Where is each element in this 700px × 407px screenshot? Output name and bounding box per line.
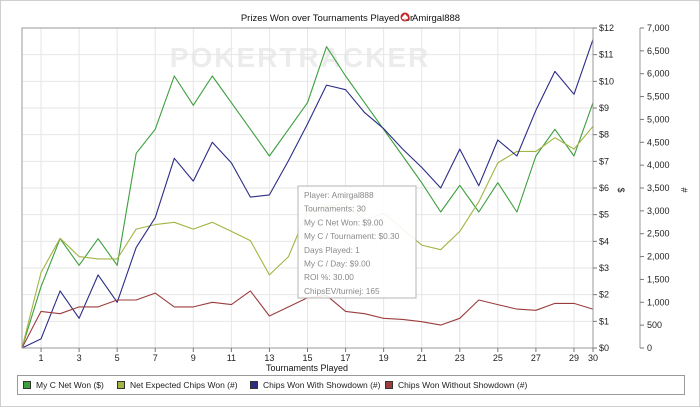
- x-tick-label: 19: [379, 353, 389, 363]
- y-right-tick-label: 2,500: [647, 229, 670, 239]
- y-right-tick-label: 3,000: [647, 206, 670, 216]
- x-tick-label: 1: [39, 353, 44, 363]
- y-left-tick-label: $4: [599, 236, 609, 246]
- y-left-tick-label: $8: [599, 130, 609, 140]
- y-right-tick-label: 3,500: [647, 183, 670, 193]
- chart-svg: Prizes Won over Tournaments Played for A…: [21, 12, 689, 373]
- y-axis-right-label: #: [679, 187, 689, 192]
- y-right-tick-label: 500: [647, 320, 662, 330]
- legend-item-expected-chips[interactable]: Net Expected Chips Won (#): [117, 379, 238, 391]
- legend: My C Net Won ($) Net Expected Chips Won …: [17, 375, 685, 395]
- x-tick-label: 5: [115, 353, 120, 363]
- legend-label: Chips Won With Showdown (#): [263, 380, 381, 390]
- x-tick-label: 17: [341, 353, 351, 363]
- y-right-tick-label: 1,500: [647, 274, 670, 284]
- legend-swatch: [250, 381, 258, 389]
- x-tick-label: 25: [493, 353, 503, 363]
- y-right-tick-label: 4,000: [647, 160, 670, 170]
- tooltip-line: My C Net Won: $9.00: [304, 217, 384, 227]
- legend-item-net-won[interactable]: My C Net Won ($): [23, 379, 104, 391]
- legend-label: Chips Won Without Showdown (#): [398, 380, 528, 390]
- player-name: Amirgal888: [412, 13, 460, 24]
- y-left-tick-label: $5: [599, 210, 609, 220]
- series-line-0: [21, 46, 594, 349]
- x-axis-label: Tournaments Played: [266, 363, 348, 373]
- y-right-tick-label: 4,500: [647, 137, 670, 147]
- x-tick-label: 27: [531, 353, 541, 363]
- y-right-tick-label: 5,000: [647, 114, 670, 124]
- x-tick-label: 7: [153, 353, 158, 363]
- legend-item-chips-showdown[interactable]: Chips Won With Showdown (#): [250, 379, 380, 391]
- y-left-tick-label: $10: [599, 76, 614, 86]
- y-right-tick-label: 7,000: [647, 23, 670, 33]
- x-tick-label: 9: [191, 353, 196, 363]
- legend-swatch: [23, 381, 31, 389]
- x-tick-label: 11: [227, 353, 236, 363]
- y-left-tick-label: $2: [599, 290, 609, 300]
- watermark: POKERTRACKER: [170, 42, 430, 73]
- tooltip-line: My C / Tournament: $0.30: [304, 231, 400, 241]
- x-tick-label: 13: [264, 353, 274, 363]
- legend-label: Net Expected Chips Won (#): [130, 380, 238, 390]
- x-tick-label: 21: [417, 353, 427, 363]
- y-left-tick-label: $11: [599, 50, 613, 60]
- series-line-2: [21, 39, 594, 349]
- tooltip-line: Player: Amirgal888: [304, 190, 374, 200]
- legend-label: My C Net Won ($): [36, 380, 104, 390]
- legend-swatch: [385, 381, 393, 389]
- y-left-tick-label: $9: [599, 103, 609, 113]
- y-right-tick-label: 5,500: [647, 92, 670, 102]
- legend-swatch: [117, 381, 125, 389]
- x-tick-label: 15: [302, 353, 312, 363]
- tooltip-line: Days Played: 1: [304, 245, 360, 255]
- y-left-tick-label: $0: [599, 343, 609, 353]
- tooltip-box: [297, 185, 417, 299]
- x-tick-label: 23: [455, 353, 465, 363]
- y-left-tick-label: $6: [599, 183, 609, 193]
- x-tick-label: 29: [569, 353, 579, 363]
- y-axis-left-label: $: [616, 187, 626, 192]
- legend-item-chips-no-showdown[interactable]: Chips Won Without Showdown (#): [385, 379, 527, 391]
- tooltip: Player: Amirgal888 Tournaments: 30 My C Ne…: [297, 185, 417, 299]
- y-left-tick-label: $12: [599, 23, 614, 33]
- y-right-tick-label: 1,000: [647, 297, 670, 307]
- y-right-tick-label: 6,500: [647, 46, 670, 56]
- tooltip-line: ROI %: 30.00: [304, 272, 354, 282]
- y-left-tick-label: $3: [599, 263, 609, 273]
- chart-title: Prizes Won over Tournaments Played for: [241, 13, 413, 24]
- x-tick-label: 3: [77, 353, 82, 363]
- y-right-tick-label: 2,000: [647, 252, 670, 262]
- y-left-tick-label: $1: [599, 316, 609, 326]
- x-tick-label: 30: [588, 353, 598, 363]
- tooltip-line: Tournaments: 30: [304, 204, 366, 214]
- y-right-tick-label: 0: [647, 343, 652, 353]
- spade-icon: [400, 12, 410, 22]
- y-right-tick-label: 6,000: [647, 69, 670, 79]
- y-left-tick-label: $7: [599, 156, 609, 166]
- tooltip-line: ChipsEV/turniej: 165: [304, 286, 380, 296]
- tooltip-line: My C / Day: $9.00: [304, 259, 371, 269]
